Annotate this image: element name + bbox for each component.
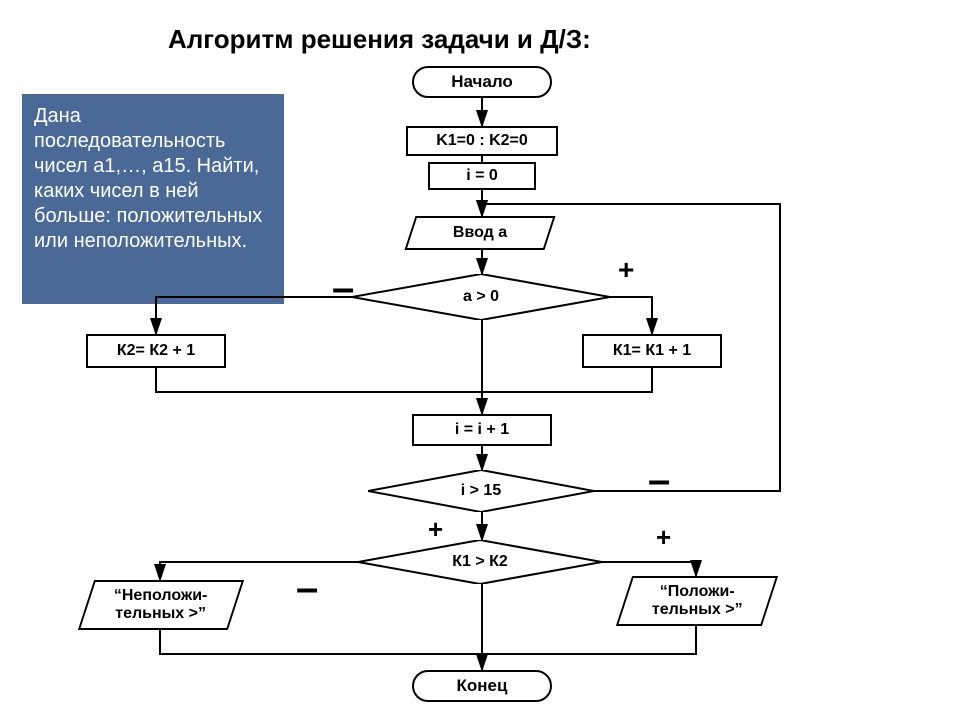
branch-label-neg-k: –: [296, 568, 318, 608]
node-output-neg: “Неположи-тельных >”: [78, 580, 244, 630]
branch-label-neg-a: –: [332, 268, 354, 308]
flowchart-stage: Алгоритм решения задачи и Д/З: Дана посл…: [0, 0, 960, 720]
branch-label-pos-a: +: [618, 256, 634, 284]
node-input-a: Ввод a: [404, 216, 555, 250]
branch-label-pos-i: +: [428, 516, 443, 542]
node-output-pos: “Положи-тельных >”: [616, 576, 778, 626]
node-k1-inc: К1= К1 + 1: [582, 334, 722, 368]
node-start: Начало: [412, 66, 552, 98]
node-i-zero: i = 0: [428, 162, 536, 190]
node-i-inc: i = i + 1: [412, 414, 552, 446]
node-k2-inc: К2= К2 + 1: [86, 334, 226, 368]
node-decision-a: a > 0: [352, 274, 610, 320]
node-decision-i: i > 15: [368, 470, 594, 512]
problem-statement: Дана последовательность чисел a1,…, a15.…: [22, 94, 284, 304]
page-title: Алгоритм решения задачи и Д/З:: [168, 24, 591, 55]
node-decision-k: К1 > К2: [358, 540, 602, 584]
node-init: K1=0 : K2=0: [406, 126, 558, 156]
branch-label-pos-k: +: [656, 524, 671, 550]
branch-label-neg-i: –: [648, 460, 670, 500]
node-end: Конец: [412, 670, 552, 702]
